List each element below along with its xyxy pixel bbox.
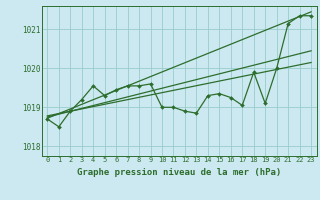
X-axis label: Graphe pression niveau de la mer (hPa): Graphe pression niveau de la mer (hPa) (77, 168, 281, 177)
